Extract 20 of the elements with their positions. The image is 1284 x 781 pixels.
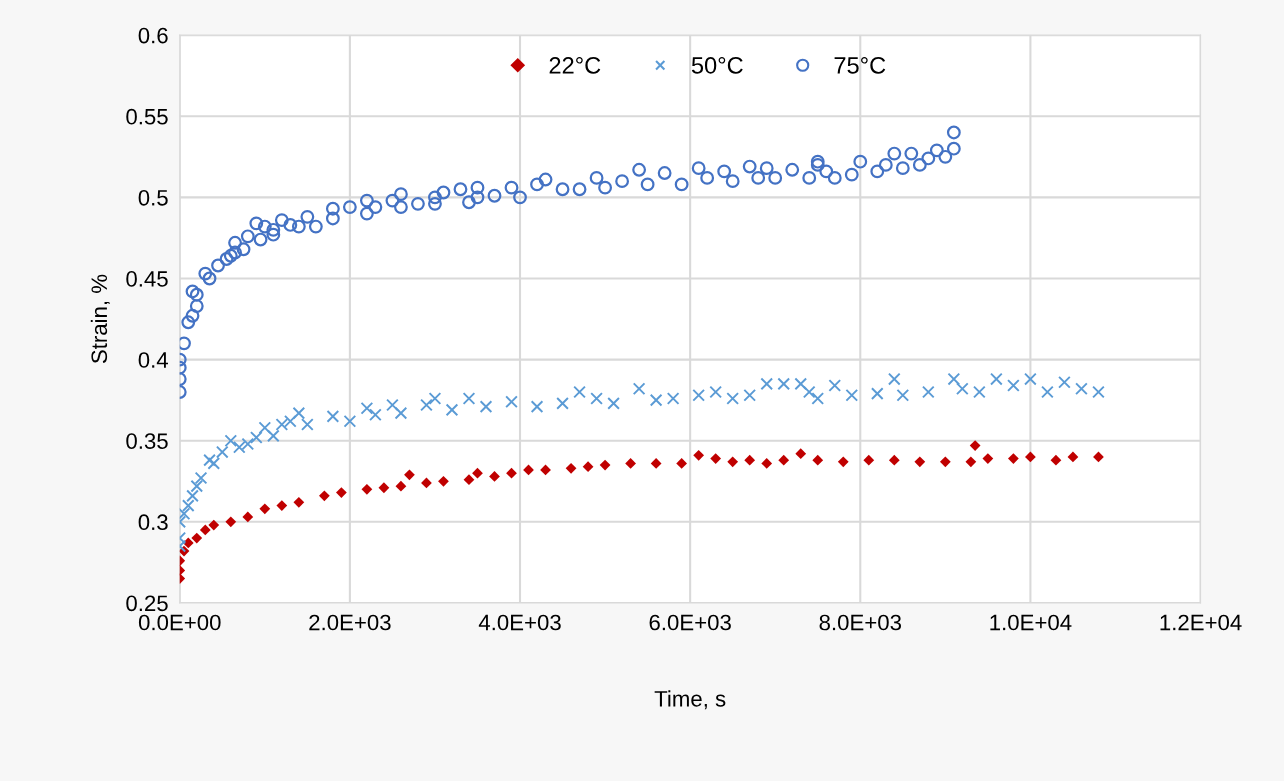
y-tick-label: 0.35 <box>126 433 168 449</box>
legend-label: 75°C <box>834 57 886 74</box>
x-tick-label: 4.0E+03 <box>478 614 561 631</box>
x-tick-label: 2.0E+03 <box>309 614 391 631</box>
legend-label: 22°C <box>549 57 601 74</box>
y-axis-title: Strain, % <box>90 274 110 364</box>
x-tick-label: 0.0E+00 <box>138 614 221 631</box>
legend-label: 50°C <box>691 57 743 74</box>
y-tick-label: 0.6 <box>138 27 168 44</box>
y-tick-label: 0.45 <box>126 271 168 287</box>
x-tick-label: 6.0E+03 <box>649 614 731 631</box>
x-axis-title: Time, s <box>654 690 726 710</box>
y-tick-label: 0.55 <box>126 108 168 125</box>
y-tick-label: 0.3 <box>138 514 168 531</box>
x-tick-label: 1.2E+04 <box>1160 614 1242 631</box>
y-tick-label: 0.25 <box>126 595 168 612</box>
x-tick-label: 1.0E+04 <box>990 614 1072 631</box>
y-tick-label: 0.5 <box>138 189 168 206</box>
x-tick-label: 8.0E+03 <box>819 614 902 631</box>
y-tick-label: 0.4 <box>138 352 168 368</box>
